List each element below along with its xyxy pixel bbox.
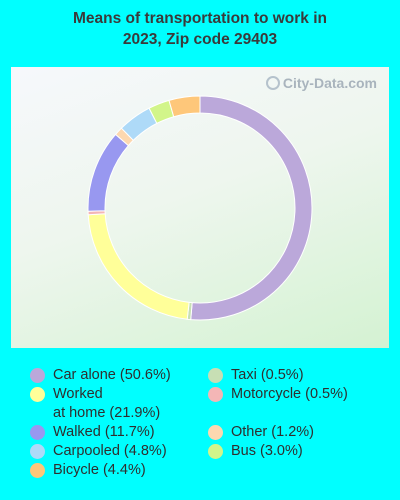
legend-swatch	[208, 425, 223, 440]
legend-label: Walked (11.7%)	[53, 424, 155, 440]
chart-title-line-2: 2023, Zip code 29403	[122, 31, 278, 48]
donut-chart	[87, 95, 313, 321]
legend-swatch	[208, 444, 223, 459]
legend-label: Bus (3.0%)	[231, 443, 303, 459]
legend-label: Carpooled (4.8%)	[53, 443, 167, 459]
donut-slice-walked	[87, 133, 130, 212]
donut-slice-car-alone	[190, 95, 313, 321]
watermark-logo-icon	[265, 76, 280, 90]
chart-title-line-1: Means of transportation to work in	[72, 10, 328, 27]
legend-swatch	[30, 387, 45, 402]
watermark-text: City-Data.com	[282, 75, 377, 91]
legend-label: Car alone (50.6%)	[53, 367, 171, 383]
legend-label: Worked at home (21.9%)	[53, 386, 161, 421]
legend-swatch	[208, 387, 223, 402]
legend-item-other: Other (1.2%)	[208, 423, 314, 442]
legend-item-motorcycle: Motorcycle (0.5%)	[208, 385, 348, 404]
legend-item-car-alone: Car alone (50.6%)	[30, 366, 171, 385]
legend-item-bicycle: Bicycle (4.4%)	[30, 461, 146, 480]
plot-area: City-Data.com	[11, 67, 389, 348]
legend-label: Taxi (0.5%)	[231, 367, 304, 383]
legend-item-worked-at-home: Worked at home (21.9%)	[30, 385, 160, 423]
legend: Car alone (50.6%) Worked at home (21.9%)…	[30, 366, 400, 486]
legend-swatch	[30, 368, 45, 383]
legend-swatch	[30, 463, 45, 478]
legend-swatch	[30, 425, 45, 440]
legend-item-walked: Walked (11.7%)	[30, 423, 155, 442]
legend-label: Other (1.2%)	[231, 424, 314, 440]
legend-item-bus: Bus (3.0%)	[208, 442, 303, 461]
donut-slice-worked-at-home	[87, 213, 190, 320]
watermark: City-Data.com	[265, 75, 377, 91]
legend-item-taxi: Taxi (0.5%)	[208, 366, 304, 385]
chart-title: Means of transportation to work in 2023,…	[0, 8, 400, 50]
legend-swatch	[30, 444, 45, 459]
legend-label: Bicycle (4.4%)	[53, 462, 146, 478]
legend-swatch	[208, 368, 223, 383]
legend-label: Motorcycle (0.5%)	[231, 386, 348, 402]
legend-item-carpooled: Carpooled (4.8%)	[30, 442, 167, 461]
donut-slice-bicycle	[168, 95, 201, 118]
